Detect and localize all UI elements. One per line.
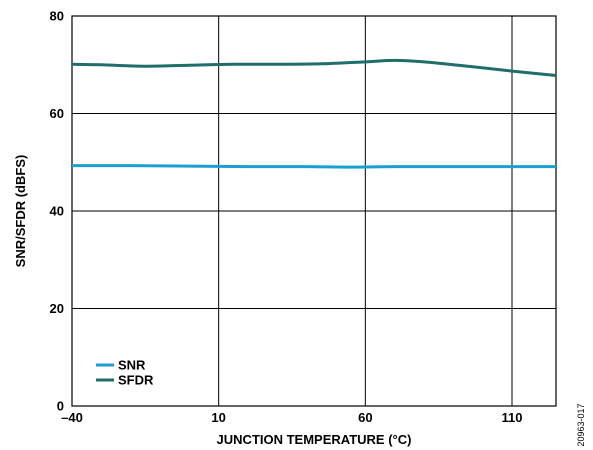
y-axis-label: SNR/SFDR (dBFS) (13, 155, 28, 268)
y-tick-label: 80 (50, 9, 64, 24)
figure-id: 20963-017 (576, 403, 586, 446)
y-tick-label: 0 (57, 399, 64, 414)
series-line-sfdr (71, 58, 557, 77)
y-tick-labels: 0 20 40 60 80 (50, 9, 64, 414)
x-tick-label: 110 (502, 410, 523, 425)
y-tick-label: 60 (50, 106, 64, 121)
plot-area (71, 15, 557, 407)
x-tick-labels: –40 10 60 110 (61, 410, 522, 425)
x-tick-label: 10 (211, 410, 225, 425)
legend-label-snr: SNR (118, 358, 146, 373)
y-tick-label: 20 (50, 301, 64, 316)
y-tick-label: 40 (50, 204, 64, 219)
series-line-snr (71, 164, 556, 169)
x-axis-label: JUNCTION TEMPERATURE (°C) (217, 432, 412, 447)
legend-label-sfdr: SFDR (118, 373, 154, 388)
grid-lines (72, 16, 556, 406)
series-lines (71, 58, 557, 169)
x-tick-label: 60 (358, 410, 372, 425)
x-tick-label: –40 (61, 410, 83, 425)
